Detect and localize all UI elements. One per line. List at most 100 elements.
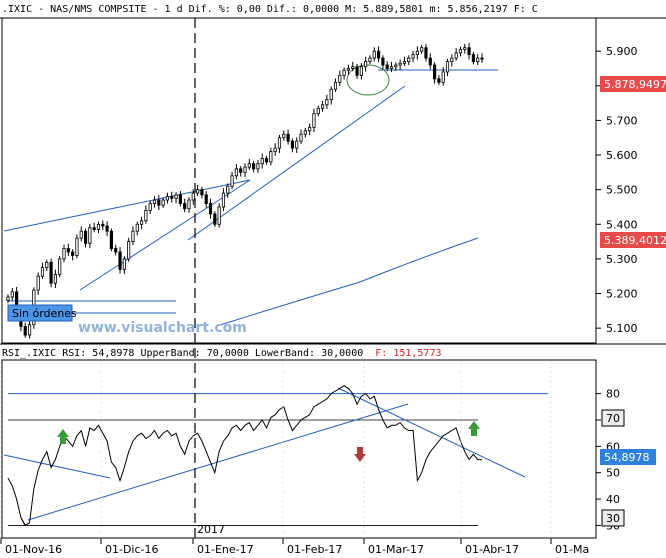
candle	[316, 105, 320, 117]
candle	[398, 59, 402, 70]
candle	[433, 62, 437, 84]
candle	[372, 47, 376, 62]
candle	[264, 155, 269, 165]
candle	[109, 228, 114, 252]
candle	[428, 53, 432, 70]
candle	[471, 51, 475, 65]
candle	[96, 221, 101, 233]
candle	[441, 67, 445, 86]
candle	[282, 130, 286, 141]
candle	[101, 220, 105, 231]
candle	[463, 43, 467, 54]
candle	[346, 64, 351, 76]
price-tick-label: 5.100	[606, 322, 638, 335]
orders-label: Sin órdenes	[12, 307, 77, 320]
watermark: www.visualchart.com	[78, 320, 247, 336]
price-tag-last: 5.878,9497	[600, 76, 666, 92]
candle	[10, 287, 14, 301]
price-tag-ma: 5.389,4012	[600, 232, 666, 248]
candle	[139, 217, 144, 230]
candle	[312, 108, 316, 133]
candle	[75, 234, 79, 259]
candle	[424, 43, 428, 62]
candle	[114, 244, 118, 256]
candle	[234, 164, 238, 180]
candle	[269, 147, 273, 166]
candle	[178, 191, 182, 207]
rsi-tag-lower: 30	[601, 509, 625, 527]
candle	[105, 221, 109, 237]
candle	[148, 200, 152, 214]
candle	[191, 189, 195, 205]
rsi-header: RSI_.IXIC RSI: 54,8978 UpperBand: 70,000…	[2, 348, 442, 359]
candle	[320, 101, 325, 112]
candle	[230, 171, 234, 189]
candle	[359, 62, 363, 80]
candle	[118, 247, 122, 274]
candle	[389, 61, 394, 72]
candle	[290, 138, 294, 153]
price-tag-ma-value: 5.389,4012	[604, 234, 666, 247]
candle	[187, 197, 191, 213]
x-tick-label: 01-Dic-16	[105, 543, 159, 556]
x-tick-label: 01-Ma	[555, 543, 589, 556]
candle	[45, 259, 49, 272]
rsi-trend-line[interactable]	[3, 454, 111, 479]
x-tick-label: 01-Nov-16	[5, 543, 62, 556]
candle	[407, 55, 411, 66]
price-tick-label: 5.900	[606, 45, 638, 58]
candle	[131, 226, 135, 246]
rsi-resistance-line[interactable]	[337, 387, 526, 478]
channel-support-line[interactable]	[79, 179, 251, 291]
moving-average-line	[219, 237, 479, 326]
candle	[217, 203, 221, 228]
candle	[144, 205, 148, 224]
candle	[351, 61, 355, 72]
candle	[333, 78, 338, 93]
candle	[402, 56, 407, 67]
candle	[415, 46, 419, 60]
candle	[165, 192, 170, 204]
candle	[204, 191, 208, 208]
candle	[36, 272, 40, 295]
support-trend-line[interactable]	[187, 85, 406, 241]
candle	[196, 184, 200, 196]
candle	[49, 258, 53, 288]
candle	[385, 61, 389, 72]
candle	[53, 269, 57, 288]
candle	[299, 129, 303, 144]
upper-channel-line[interactable]	[3, 179, 251, 232]
orders-box[interactable]	[7, 304, 73, 322]
candle	[221, 188, 226, 212]
candle	[208, 198, 213, 219]
candle	[71, 249, 75, 261]
highlight-ellipse[interactable]	[346, 64, 390, 96]
candle	[454, 48, 458, 61]
price-tick-label: 5.300	[606, 253, 638, 266]
price-tick-label: 5.200	[606, 288, 638, 301]
x-tick-label: 01-Ene-17	[197, 543, 254, 556]
candle	[355, 63, 359, 79]
candle	[458, 46, 463, 57]
price-panel-frame	[1, 17, 597, 344]
rsi-tag-last-value: 54,8978	[604, 451, 650, 464]
rsi-series-line	[7, 385, 483, 527]
price-tag-last-value: 5.878,9497	[604, 78, 666, 91]
rsi-tick-label: 50	[606, 467, 620, 480]
candle	[338, 70, 342, 86]
candle	[381, 55, 385, 70]
x-axis-ticks: 01-Nov-16 01-Dic-16 01-Ene-17 01-Feb-17 01-M…	[0, 360, 589, 556]
candle	[157, 195, 161, 211]
candle	[239, 166, 243, 177]
rsi-tag-lower-value: 30	[606, 512, 620, 525]
candle	[62, 244, 66, 263]
chart-header: .IXIC - NAS/NMS COMPSITE - 1 d Dif. %: 0…	[2, 4, 538, 15]
candle	[303, 128, 307, 138]
candle	[273, 143, 277, 156]
candle	[476, 54, 480, 66]
candle	[174, 192, 178, 204]
candle	[83, 228, 88, 248]
candle	[27, 319, 32, 339]
rsi-support-line[interactable]	[27, 403, 409, 521]
